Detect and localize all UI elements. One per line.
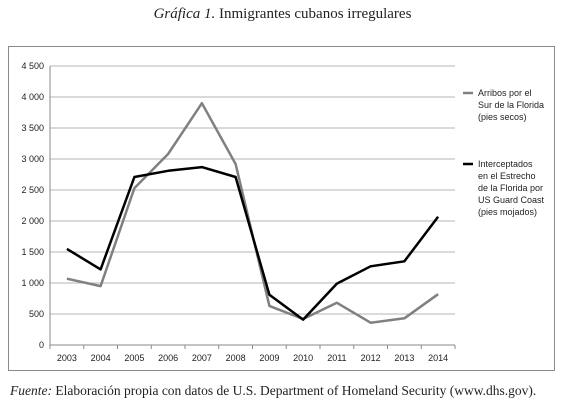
chart-title: Gráfica 1. Inmigrantes cubanos irregular… [0, 6, 565, 23]
x-tick-label: 2005 [124, 353, 144, 363]
y-tick-label: 2 000 [21, 216, 44, 226]
legend-label-2: en el Estrecho [478, 171, 536, 181]
y-tick-label: 2 500 [21, 185, 44, 195]
chart-title-text: Inmigrantes cubanos irregulares [218, 6, 412, 22]
x-tick-label: 2014 [428, 353, 448, 363]
legend-label-2: (pies mojados) [478, 207, 537, 217]
legend-label-1: Sur de la Florida [478, 100, 544, 110]
y-tick-label: 4 000 [21, 92, 44, 102]
legend-label-2: Interceptados [478, 159, 533, 169]
y-tick-label: 1 500 [21, 247, 44, 257]
legend-label-1: Arribos por el [478, 88, 532, 98]
x-tick-label: 2010 [293, 353, 313, 363]
y-tick-label: 1 000 [21, 278, 44, 288]
x-tick-label: 2009 [259, 353, 279, 363]
series-line-2 [66, 165, 440, 321]
x-tick-label: 2013 [394, 353, 414, 363]
source-label: Fuente: [10, 383, 52, 398]
source-link[interactable]: www.dhs.gov [454, 383, 529, 398]
x-tick-label: 2006 [158, 353, 178, 363]
x-tick-label: 2012 [361, 353, 381, 363]
source-note: Fuente: Elaboración propia con datos de … [10, 383, 536, 399]
y-tick-label: 500 [29, 309, 44, 319]
x-tick-label: 2003 [57, 353, 77, 363]
source-text: Elaboración propia con datos de U.S. Dep… [55, 383, 455, 398]
legend-label-2: de la Florida por [478, 183, 543, 193]
x-tick-label: 2004 [91, 353, 111, 363]
legend-label-1: (pies secos) [478, 112, 527, 122]
chart-frame [8, 46, 555, 371]
y-tick-label: 3 500 [21, 123, 44, 133]
x-tick-label: 2008 [226, 353, 246, 363]
x-tick-label: 2007 [192, 353, 212, 363]
source-suffix: ). [528, 383, 537, 398]
legend-label-2: US Guard Coast [478, 195, 545, 205]
chart-title-prefix: Gráfica 1. [153, 6, 216, 22]
y-tick-label: 0 [39, 340, 44, 350]
y-tick-label: 4 500 [21, 61, 44, 71]
y-tick-label: 3 000 [21, 154, 44, 164]
x-tick-label: 2011 [327, 353, 346, 363]
